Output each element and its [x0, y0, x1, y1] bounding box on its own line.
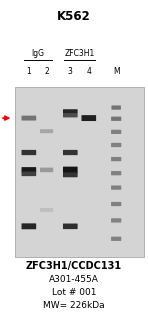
FancyBboxPatch shape	[40, 168, 53, 172]
Text: ZFC3H1/CCDC131: ZFC3H1/CCDC131	[26, 261, 122, 271]
FancyBboxPatch shape	[63, 224, 78, 229]
Text: M: M	[113, 67, 119, 76]
FancyBboxPatch shape	[111, 202, 121, 206]
FancyBboxPatch shape	[111, 157, 121, 161]
FancyBboxPatch shape	[63, 113, 78, 117]
Text: A301-455A: A301-455A	[49, 275, 99, 283]
Text: IgG: IgG	[31, 50, 44, 58]
Text: 1: 1	[26, 67, 31, 76]
FancyBboxPatch shape	[111, 218, 121, 222]
FancyBboxPatch shape	[111, 143, 121, 147]
FancyBboxPatch shape	[22, 167, 36, 173]
Text: 3: 3	[68, 67, 73, 76]
FancyBboxPatch shape	[63, 109, 78, 114]
FancyBboxPatch shape	[111, 237, 121, 241]
Text: Lot # 001: Lot # 001	[52, 288, 96, 297]
FancyBboxPatch shape	[22, 172, 36, 176]
Text: 4: 4	[86, 67, 91, 76]
FancyBboxPatch shape	[63, 167, 78, 173]
Bar	[15, 87, 144, 257]
FancyBboxPatch shape	[40, 129, 53, 133]
Text: MW= 226kDa: MW= 226kDa	[43, 301, 105, 310]
Text: 2: 2	[44, 67, 49, 76]
FancyBboxPatch shape	[111, 105, 121, 110]
FancyBboxPatch shape	[22, 223, 36, 229]
FancyBboxPatch shape	[82, 115, 96, 121]
FancyBboxPatch shape	[63, 172, 78, 177]
FancyBboxPatch shape	[111, 186, 121, 190]
FancyBboxPatch shape	[22, 115, 36, 120]
FancyBboxPatch shape	[22, 150, 36, 155]
Text: ZFC3H1: ZFC3H1	[64, 50, 95, 58]
FancyBboxPatch shape	[111, 171, 121, 175]
FancyBboxPatch shape	[111, 130, 121, 134]
FancyBboxPatch shape	[63, 150, 78, 155]
FancyBboxPatch shape	[40, 208, 53, 212]
FancyBboxPatch shape	[111, 116, 121, 121]
Text: K562: K562	[57, 10, 91, 23]
